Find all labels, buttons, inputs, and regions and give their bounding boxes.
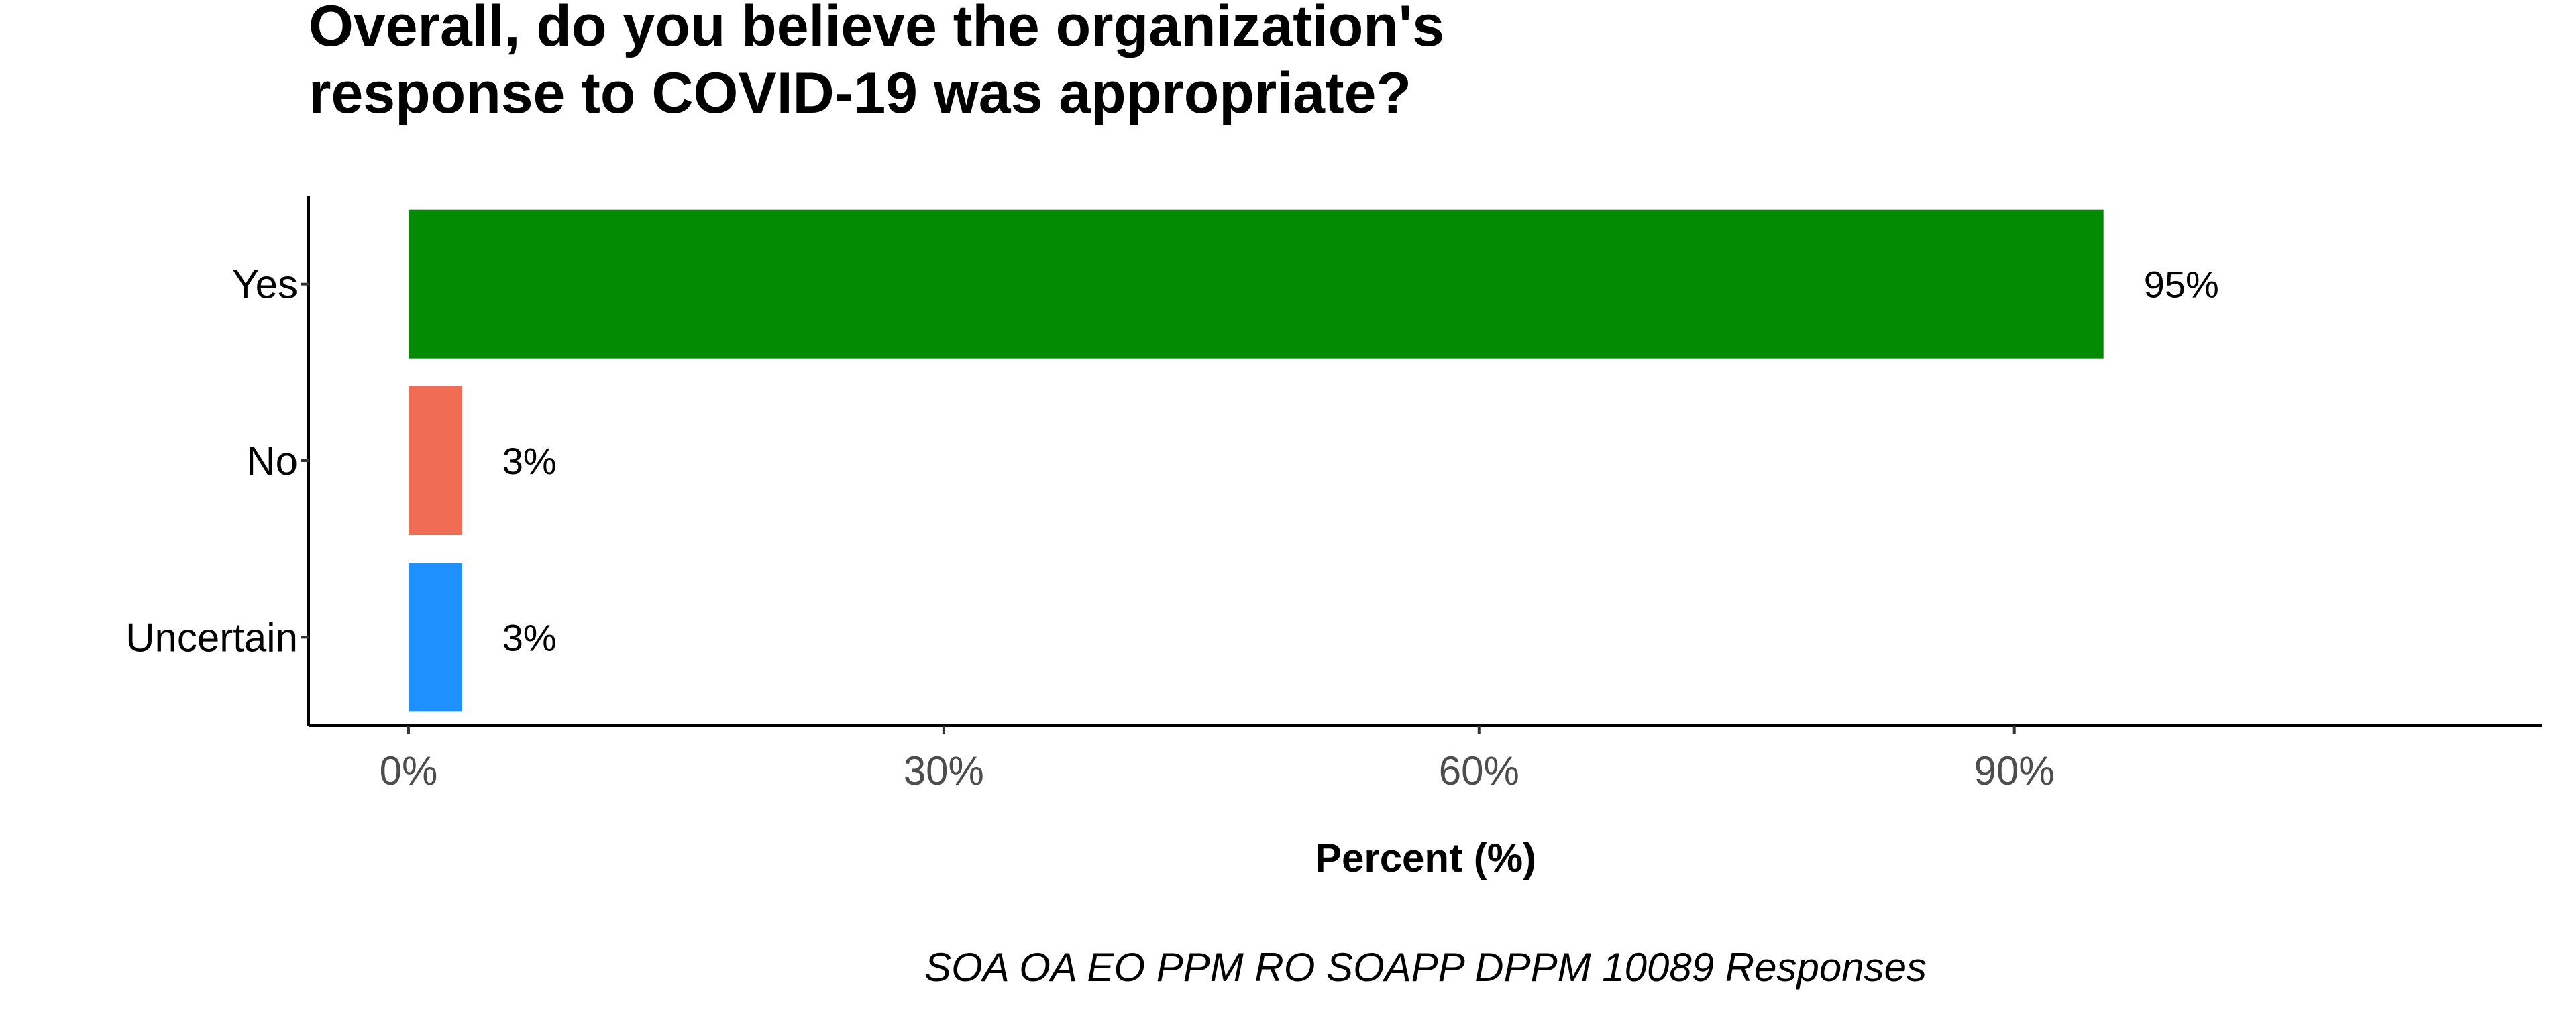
category-label-uncertain: Uncertain [125,615,298,660]
x-axis-title: Percent (%) [1315,836,1536,880]
value-label-no: 3% [502,440,557,482]
bars [408,209,2104,712]
value-label-yes: 95% [2144,264,2219,306]
bar-uncertain [408,563,462,712]
x-tick-label-90: 90% [1974,748,2055,793]
y-axis-ticks: Yes No Uncertain [125,262,309,660]
x-tick-label-60: 60% [1439,748,1519,793]
value-labels: 95% 3% 3% [502,264,2219,659]
category-label-yes: Yes [232,262,298,307]
x-tick-label-0: 0% [380,748,438,793]
bar-no [408,386,462,535]
x-axis-ticks: 0% 30% 60% 90% [380,726,2055,793]
chart-title-line-1: Overall, do you believe the organization… [309,0,1444,58]
plot-area: 95% 3% 3% Yes No Uncertain 0% 30% 60% 90% [125,196,2542,793]
chart-caption: SOA OA EO PPM RO SOAPP DPPM 10089 Respon… [924,945,1927,990]
category-label-no: No [246,439,298,483]
chart-title-line-2: response to COVID-19 was appropriate? [309,61,1411,125]
value-label-uncertain: 3% [502,616,557,659]
chart-title: Overall, do you believe the organization… [309,0,1444,125]
bar-yes [408,209,2104,359]
x-tick-label-30: 30% [904,748,984,793]
